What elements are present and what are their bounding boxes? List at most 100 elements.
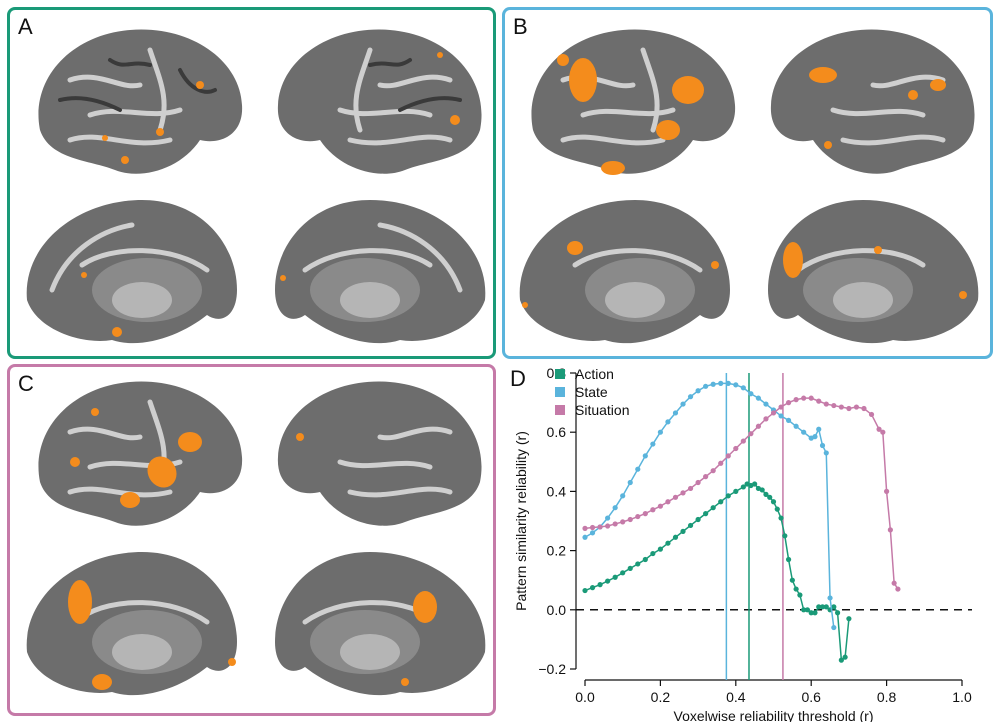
data-point [823,604,829,610]
data-point [831,604,837,610]
data-point [589,524,596,531]
panel-a: A [7,7,496,359]
data-point [782,533,788,539]
data-point [718,499,724,505]
data-point [710,468,716,474]
data-point [785,417,792,423]
data-point [605,523,611,529]
data-point [763,491,769,497]
x-tick-label: 0.6 [801,689,821,705]
data-point [725,380,731,386]
data-point [846,405,852,412]
data-point [589,530,596,536]
data-point [880,429,886,435]
data-point [797,592,803,598]
data-point [767,494,773,500]
data-point [808,610,814,616]
panel-c: C [7,364,496,716]
data-point [838,404,844,410]
data-point [740,385,746,391]
series-situation [582,395,901,592]
data-point [612,521,618,527]
data-point [657,546,663,552]
data-point [853,404,860,410]
series-state [582,380,837,631]
y-axis-label: Pattern similarity reliability (r) [513,431,529,611]
data-point [665,540,671,546]
data-point [801,429,807,435]
data-point [759,487,765,493]
panel-letter-b: B [513,14,528,39]
x-tick-label: 0.4 [726,689,746,705]
data-point [816,426,822,432]
data-point [778,515,784,521]
data-point [665,419,671,425]
data-point [823,450,829,456]
data-point [846,616,852,622]
data-point [710,381,716,387]
legend-label-situation: Situation [575,402,629,418]
data-point [733,445,739,452]
data-point [718,380,724,386]
data-point [650,550,656,557]
brain-lateral-left [38,381,243,526]
data-point [589,585,596,591]
data-point [808,395,814,401]
x-tick-label: 0.8 [877,689,897,705]
series-line-situation [584,397,899,590]
data-point [868,411,875,418]
data-point [718,460,724,466]
data-point [635,513,641,520]
data-point [642,453,648,459]
data-point [755,423,762,429]
data-point [605,515,611,521]
data-point [842,654,848,660]
brain-lateral-right [277,29,482,174]
data-point [642,511,648,517]
data-point [816,398,822,404]
data-point [672,534,679,540]
data-point [752,481,758,487]
data-point [801,395,807,401]
data-point [804,607,811,613]
data-point [861,405,867,412]
data-point [895,586,901,592]
data-point [627,516,633,523]
data-point [695,388,701,394]
data-point [680,528,686,534]
data-point [703,511,709,517]
legend-swatch-situation [555,405,565,415]
data-point [687,522,694,529]
data-point [770,499,777,505]
chart-axes: −0.20.00.20.40.60.80.00.20.40.60.81.0 [538,365,972,705]
data-point [642,556,648,563]
brain-medial-right [275,552,486,696]
threshold-lines [725,373,784,680]
data-point [725,493,731,499]
brain-lateral-left [531,29,736,175]
y-tick-label: 0.0 [547,602,567,618]
data-point [763,416,769,422]
legend-label-action: Action [575,366,614,382]
data-point [627,565,633,571]
legend-swatch-state [555,387,565,397]
data-point [612,505,618,511]
data-point [582,525,588,531]
data-point [812,610,818,616]
data-point [733,382,739,388]
data-point [635,561,641,567]
data-point [887,527,893,533]
data-point [884,488,890,494]
data-point [657,503,663,509]
x-tick-label: 1.0 [952,689,972,705]
data-point [819,604,826,610]
reliability-chart: −0.20.00.20.40.60.80.00.20.40.60.81.0 Ac… [513,365,972,722]
data-point [816,604,822,610]
data-point [785,556,792,563]
brain-lateral-right [770,29,975,174]
data-point [612,574,618,580]
y-tick-label: 0.2 [547,543,567,559]
y-tick-label: 0.6 [547,424,567,440]
data-point [789,577,795,583]
series-action [582,481,852,663]
